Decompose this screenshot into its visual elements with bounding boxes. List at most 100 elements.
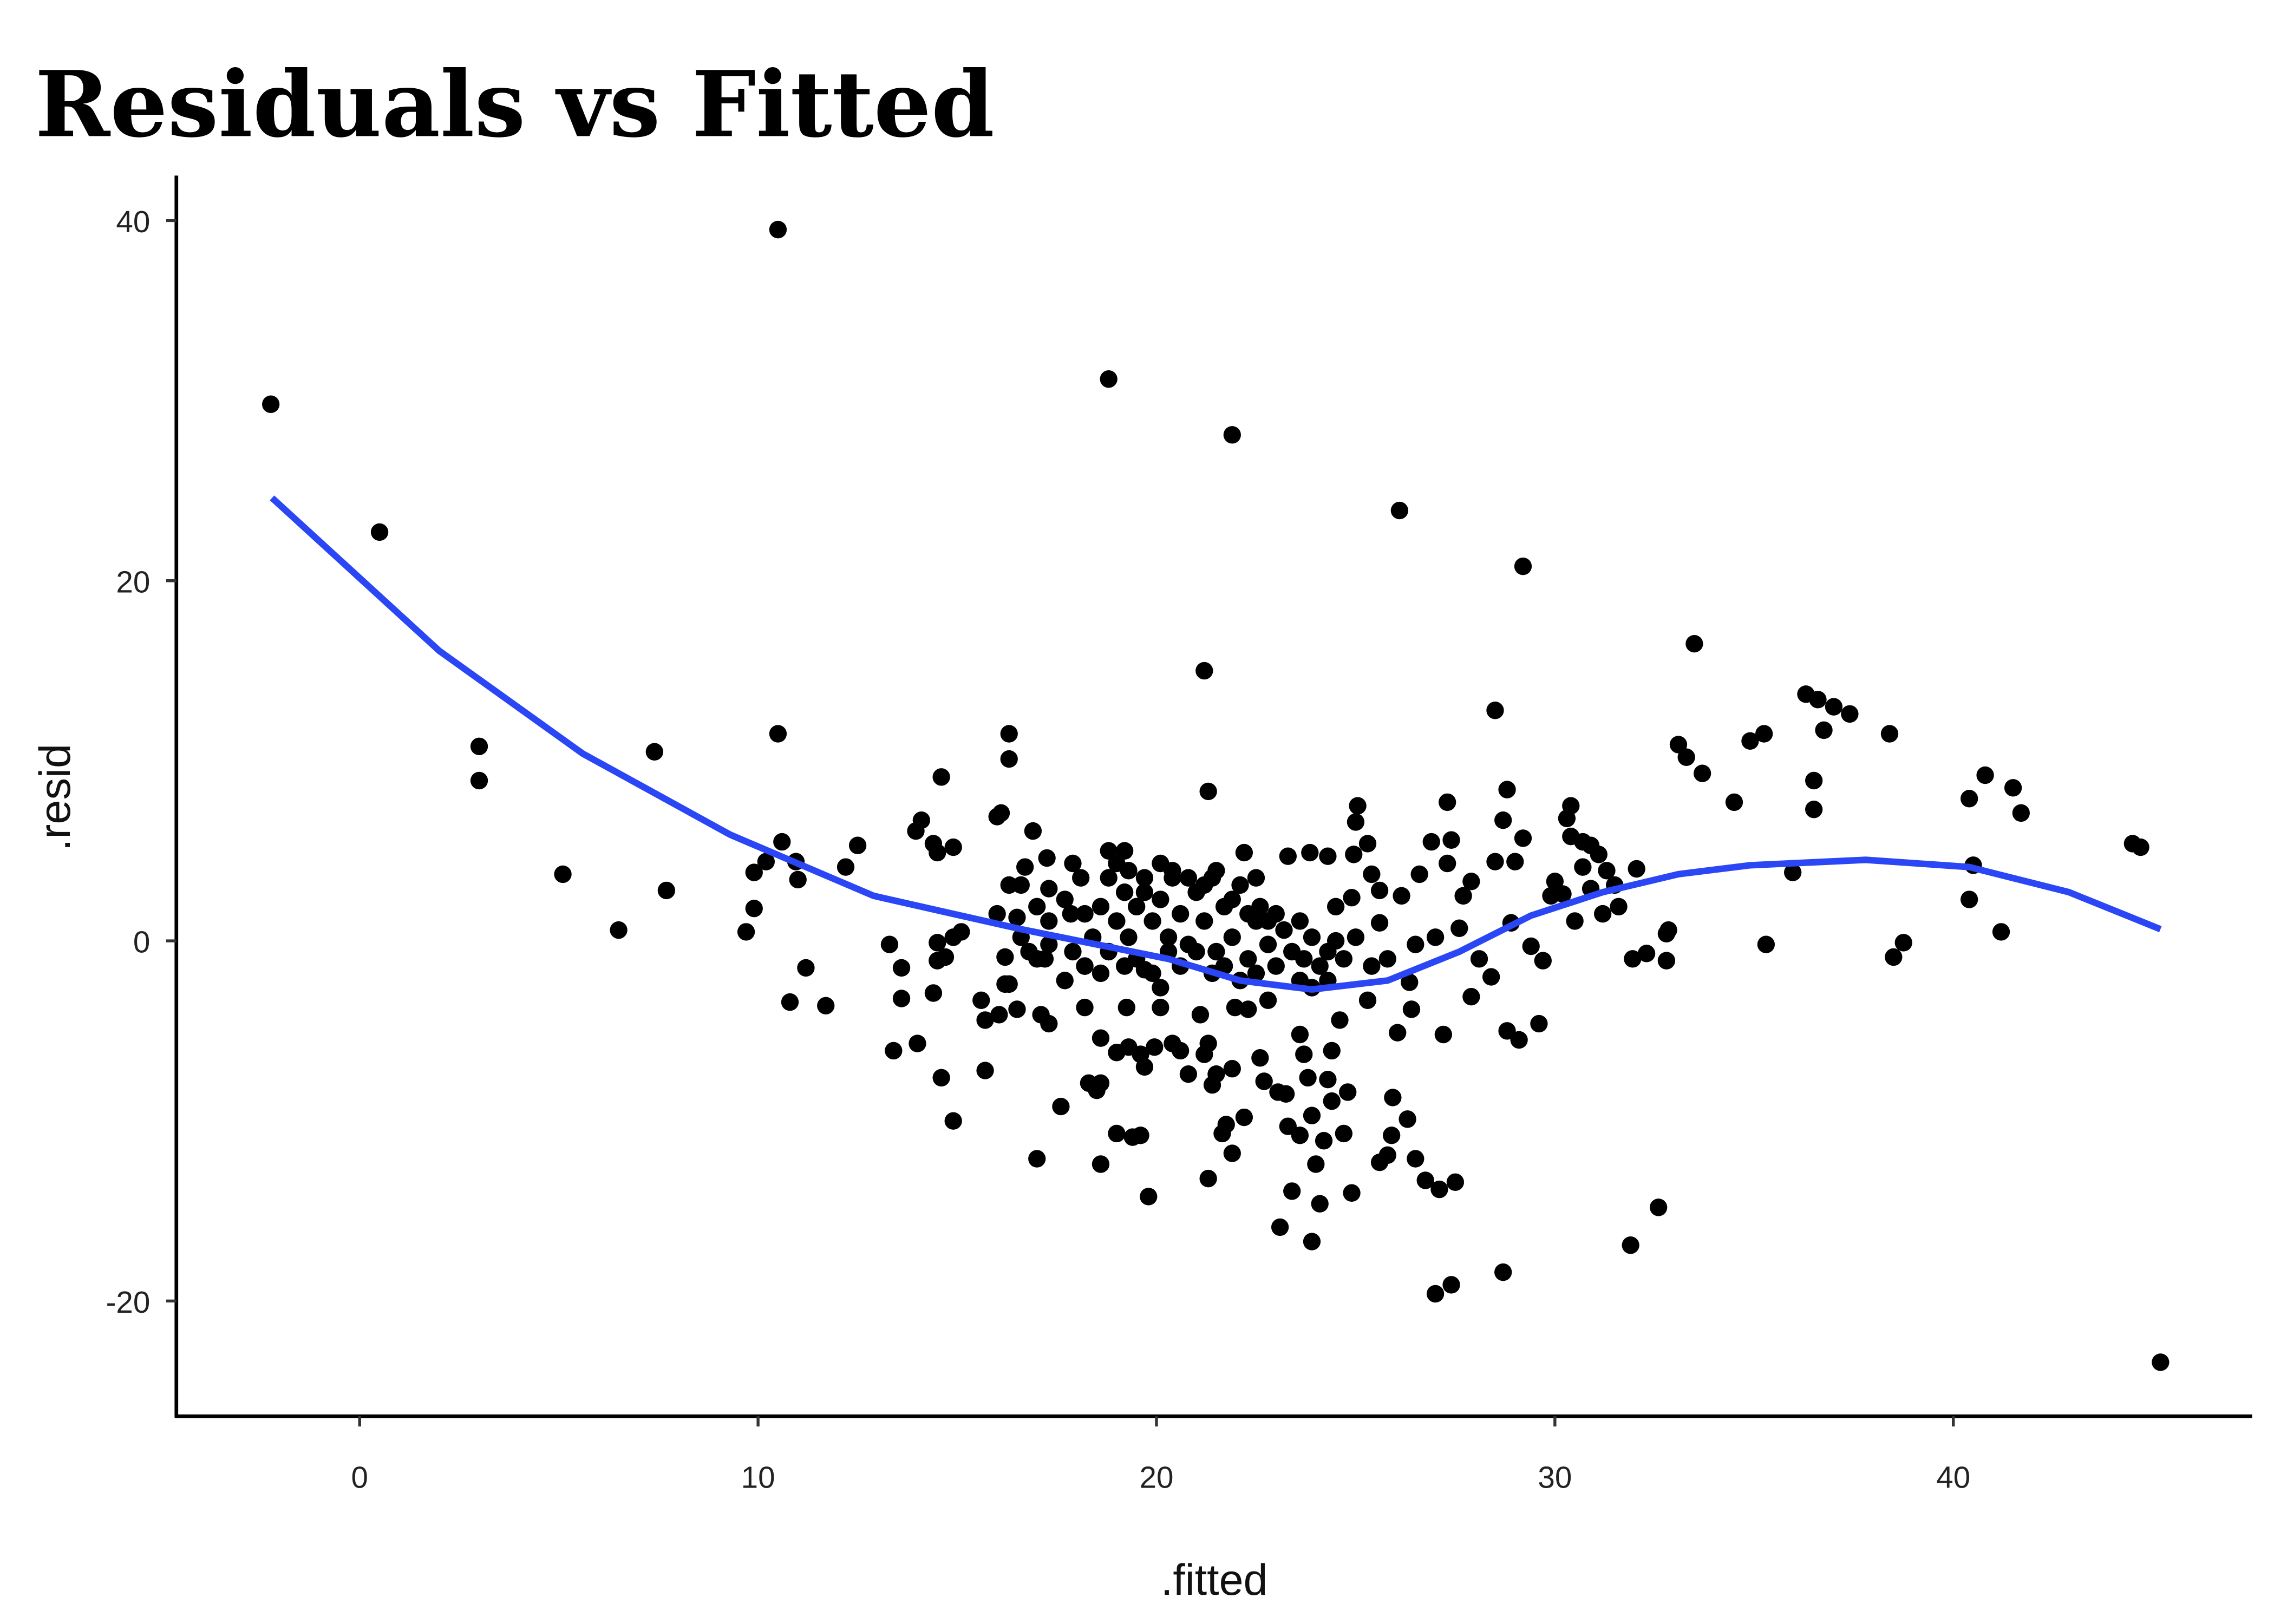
data-point bbox=[1038, 849, 1056, 867]
data-point bbox=[1108, 1124, 1126, 1143]
data-point bbox=[1825, 698, 1843, 716]
data-point bbox=[1370, 914, 1389, 932]
data-point bbox=[1247, 869, 1265, 887]
data-point bbox=[1140, 1188, 1158, 1206]
data-point bbox=[1339, 1083, 1357, 1101]
data-point bbox=[1546, 873, 1564, 890]
data-point bbox=[1028, 898, 1046, 916]
data-point bbox=[1349, 797, 1367, 815]
data-point bbox=[1343, 888, 1361, 907]
data-point bbox=[988, 905, 1006, 923]
data-point bbox=[1235, 843, 1253, 862]
data-point bbox=[1335, 1124, 1353, 1143]
data-point bbox=[1215, 957, 1233, 975]
data-point bbox=[932, 1069, 950, 1087]
data-point bbox=[737, 923, 755, 941]
data-point bbox=[1000, 750, 1018, 768]
data-point bbox=[789, 870, 807, 889]
data-point bbox=[1115, 842, 1134, 860]
data-point bbox=[1199, 1034, 1217, 1052]
data-point bbox=[757, 853, 775, 870]
data-point bbox=[1295, 1045, 1313, 1063]
data-point bbox=[992, 804, 1010, 822]
data-point bbox=[1677, 748, 1695, 766]
data-point bbox=[1076, 905, 1094, 923]
plot-panel bbox=[262, 220, 2170, 1371]
data-point bbox=[880, 935, 899, 953]
data-point bbox=[1514, 829, 1532, 847]
data-point bbox=[1239, 950, 1257, 968]
data-point bbox=[1076, 957, 1094, 975]
data-point bbox=[1259, 935, 1277, 953]
y-axis-ticks: -20 0 20 40 bbox=[106, 205, 177, 1320]
data-point bbox=[745, 899, 763, 918]
data-point bbox=[1271, 1218, 1289, 1236]
data-point bbox=[1992, 923, 2010, 941]
data-point bbox=[1378, 950, 1396, 968]
data-point bbox=[1534, 952, 1552, 970]
data-point bbox=[1741, 732, 1759, 750]
data-point bbox=[1223, 426, 1241, 444]
data-point bbox=[1650, 1199, 1668, 1216]
data-point bbox=[1407, 935, 1424, 953]
data-point bbox=[1343, 1184, 1361, 1202]
data-point bbox=[1064, 942, 1082, 961]
data-point bbox=[1363, 957, 1381, 975]
data-point bbox=[1659, 921, 1677, 939]
data-point bbox=[1164, 862, 1181, 880]
data-point bbox=[936, 948, 955, 966]
data-point bbox=[1426, 928, 1445, 946]
data-point bbox=[1024, 822, 1042, 840]
data-point bbox=[769, 725, 787, 743]
data-point bbox=[1146, 1038, 1164, 1056]
data-point bbox=[912, 811, 930, 829]
data-point bbox=[1267, 905, 1285, 923]
data-point bbox=[1092, 964, 1110, 983]
data-point bbox=[1195, 662, 1213, 680]
data-point bbox=[470, 771, 488, 790]
data-point bbox=[1486, 702, 1504, 719]
data-point bbox=[1506, 853, 1524, 870]
x-tick-label: 30 bbox=[1538, 1461, 1572, 1495]
chart-title: Residuals vs Fitted bbox=[35, 51, 995, 158]
data-point bbox=[1223, 928, 1241, 946]
data-point bbox=[1179, 1065, 1198, 1083]
data-point bbox=[1303, 1106, 1321, 1124]
x-axis-label: .fitted bbox=[1161, 1556, 1268, 1605]
data-point bbox=[1191, 1006, 1210, 1024]
data-point bbox=[1195, 912, 1213, 930]
data-point bbox=[1108, 912, 1126, 930]
x-tick-label: 0 bbox=[351, 1461, 368, 1495]
data-point bbox=[610, 921, 628, 939]
data-point bbox=[1378, 1146, 1396, 1164]
data-point bbox=[1976, 766, 1994, 784]
data-point bbox=[1195, 876, 1213, 894]
data-point bbox=[1657, 952, 1676, 970]
data-point bbox=[370, 523, 389, 541]
data-point bbox=[1566, 912, 1584, 930]
data-point bbox=[2132, 838, 2149, 856]
data-point bbox=[1301, 843, 1319, 862]
data-point bbox=[1132, 1127, 1149, 1144]
data-point bbox=[837, 858, 855, 876]
data-point bbox=[1331, 1011, 1349, 1029]
data-point bbox=[1624, 950, 1642, 968]
data-point bbox=[1442, 1276, 1460, 1294]
data-point bbox=[1307, 1155, 1325, 1173]
data-point bbox=[1462, 987, 1480, 1006]
data-point bbox=[657, 881, 676, 900]
data-point bbox=[1622, 1236, 1639, 1254]
data-point bbox=[1000, 725, 1018, 743]
data-point bbox=[1277, 1085, 1295, 1103]
data-point bbox=[1363, 865, 1381, 883]
data-point bbox=[892, 990, 911, 1007]
data-point bbox=[1498, 781, 1516, 798]
data-point bbox=[1880, 725, 1899, 743]
data-point bbox=[1100, 370, 1118, 388]
data-point bbox=[470, 737, 488, 756]
data-point bbox=[1494, 1263, 1512, 1281]
data-point bbox=[1358, 835, 1377, 853]
data-point bbox=[1171, 905, 1190, 923]
data-point bbox=[1231, 876, 1249, 894]
data-point bbox=[1092, 1155, 1110, 1173]
